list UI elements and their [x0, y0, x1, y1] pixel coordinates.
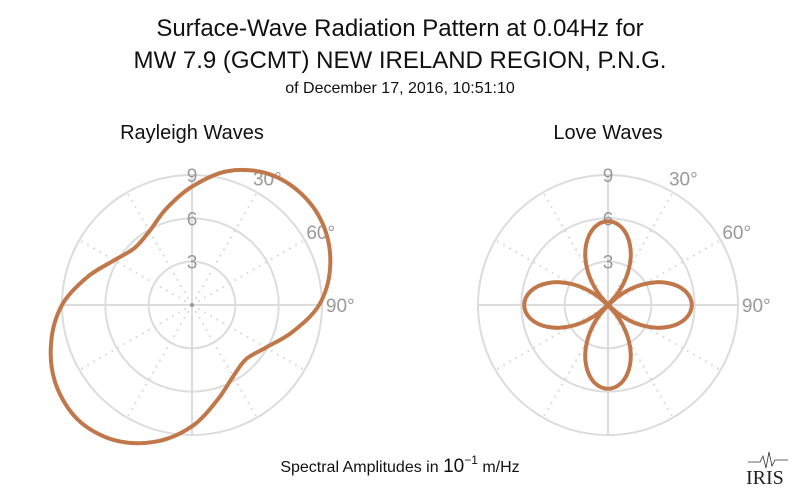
- love-title: Love Waves: [553, 122, 662, 144]
- radial-tick-label: 3: [187, 253, 198, 274]
- amplitude-units-label: Spectral Amplitudes in 10−1 m/Hz: [280, 453, 519, 477]
- spoke-line: [494, 239, 609, 306]
- rayleigh-polar-plot: 369 30°60°90°: [48, 166, 355, 446]
- angle-label: 60°: [722, 223, 751, 244]
- footer-base: 10: [443, 456, 464, 477]
- center-dot: [190, 303, 194, 307]
- ring-6: [520, 217, 696, 393]
- rayleigh-pattern-curve: [48, 167, 333, 446]
- spoke-line: [191, 239, 306, 306]
- ring-9: [477, 174, 739, 436]
- title-line-2: MW 7.9 (GCMT) NEW IRELAND REGION, P.N.G.: [134, 47, 667, 74]
- subtitle: of December 17, 2016, 10:51:10: [285, 80, 515, 97]
- spoke-line: [78, 304, 193, 371]
- radial-tick-label: 9: [603, 166, 614, 187]
- spoke-line: [607, 191, 674, 306]
- spoke-line: [191, 304, 306, 371]
- spoke-line: [542, 304, 609, 419]
- spoke-line: [126, 191, 193, 306]
- spoke-line: [607, 239, 722, 306]
- spoke-line: [191, 304, 258, 419]
- angle-label: 90°: [742, 296, 771, 317]
- radial-tick-label: 9: [187, 166, 198, 187]
- radial-tick-label: 6: [187, 209, 198, 230]
- spoke-line: [542, 191, 609, 306]
- angle-label: 30°: [669, 170, 698, 191]
- footer-prefix: Spectral Amplitudes in: [280, 459, 443, 476]
- rayleigh-title: Rayleigh Waves: [120, 122, 264, 144]
- spoke-line: [607, 304, 722, 371]
- ring-3: [563, 260, 653, 350]
- iris-logo: IRIS: [746, 451, 788, 489]
- spoke-line: [607, 304, 674, 419]
- love-polar-plot: 369 30°60°90°: [477, 166, 771, 436]
- ring-6: [104, 217, 280, 393]
- angle-label: 90°: [326, 296, 355, 317]
- seismogram-icon: [748, 451, 788, 469]
- footer-suffix: m/Hz: [478, 459, 520, 476]
- spoke-line: [191, 191, 258, 306]
- ring-3: [147, 260, 237, 350]
- footer-exponent: −1: [464, 453, 478, 467]
- iris-logo-text: IRIS: [746, 467, 784, 489]
- title-line-1: Surface-Wave Radiation Pattern at 0.04Hz…: [156, 15, 643, 42]
- spoke-line: [126, 304, 193, 419]
- love-pattern-curve: [522, 219, 694, 391]
- spoke-line: [494, 304, 609, 371]
- angle-label: 60°: [306, 223, 335, 244]
- spoke-line: [78, 239, 193, 306]
- radial-tick-label: 3: [603, 253, 614, 274]
